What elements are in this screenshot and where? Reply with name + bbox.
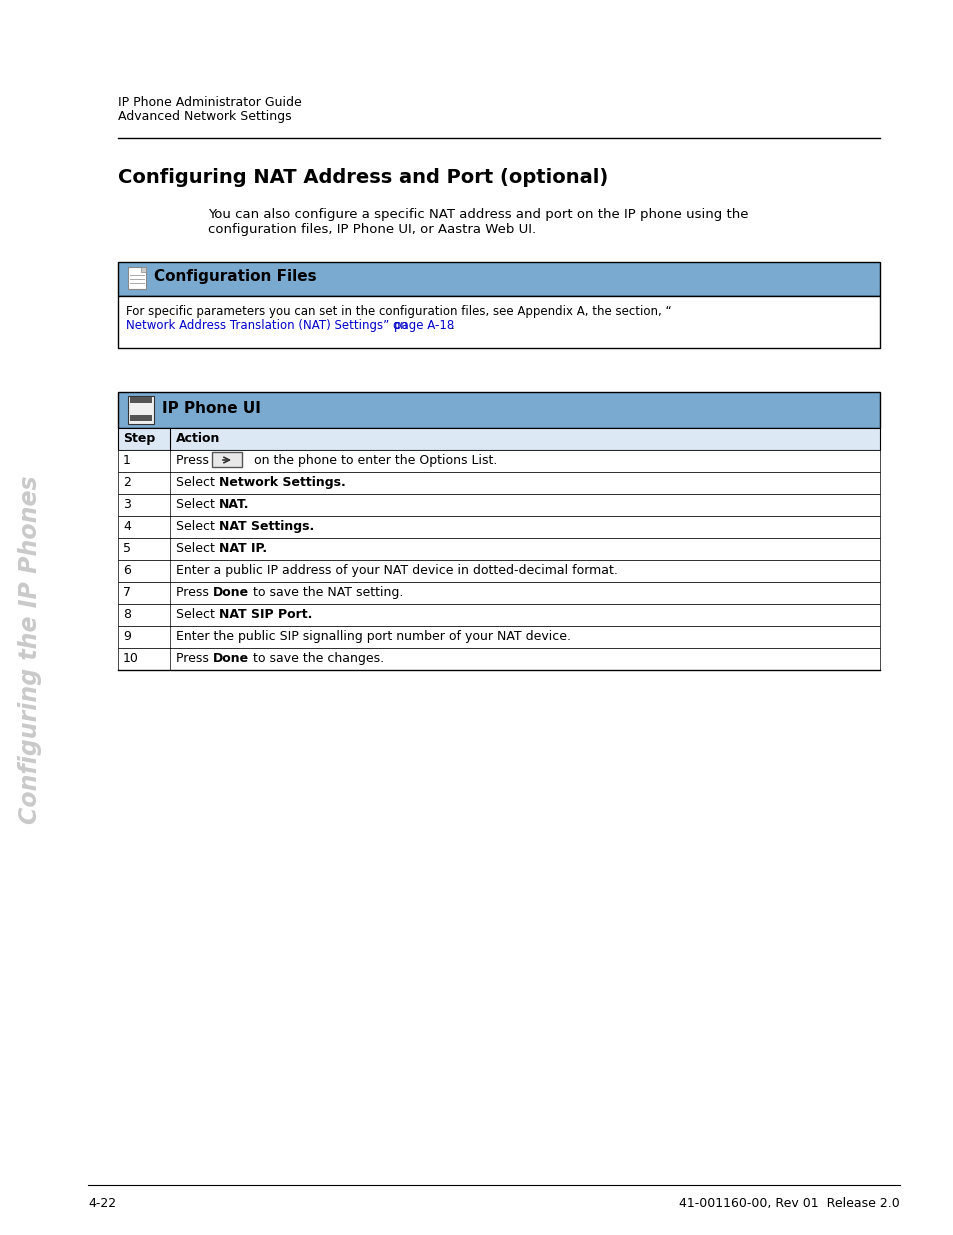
Text: 3: 3 [123,498,131,511]
Bar [212,452,242,467]
Text: 6: 6 [123,564,131,577]
Bar [141,267,146,272]
Text: to save the NAT setting.: to save the NAT setting. [249,585,403,599]
Text: Configuration Files: Configuration Files [153,269,316,284]
Text: Select: Select [175,608,218,621]
Text: Done: Done [213,652,249,664]
Bar [118,516,879,538]
Text: .: . [451,319,455,332]
Bar [118,559,879,582]
Text: NAT IP.: NAT IP. [218,542,267,555]
Bar [118,538,879,559]
Text: Enter a public IP address of your NAT device in dotted-decimal format.: Enter a public IP address of your NAT de… [175,564,618,577]
Bar [118,648,879,671]
Bar [118,450,879,472]
Text: You can also configure a specific NAT address and port on the IP phone using the: You can also configure a specific NAT ad… [208,207,748,221]
Text: Press: Press [175,652,213,664]
Text: Advanced Network Settings: Advanced Network Settings [118,110,292,124]
Bar [118,429,879,450]
Bar [130,415,152,421]
Bar [130,396,152,403]
Text: Network Settings.: Network Settings. [218,475,345,489]
Text: page A-18: page A-18 [394,319,454,332]
Text: Configuring NAT Address and Port (optional): Configuring NAT Address and Port (option… [118,168,608,186]
Bar [118,494,879,516]
Text: 4: 4 [123,520,131,534]
Text: Step: Step [123,432,155,445]
Text: 1: 1 [123,454,131,467]
Text: For specific parameters you can set in the configuration files, see Appendix A, : For specific parameters you can set in t… [126,305,671,317]
Text: Press: Press [175,454,216,467]
Text: on the phone to enter the Options List.: on the phone to enter the Options List. [246,454,497,467]
Bar [128,396,153,424]
Text: 5: 5 [123,542,131,555]
Text: Configuring the IP Phones: Configuring the IP Phones [18,475,42,824]
Text: NAT.: NAT. [218,498,249,511]
Bar [118,582,879,604]
Text: 2: 2 [123,475,131,489]
Text: 41-001160-00, Rev 01  Release 2.0: 41-001160-00, Rev 01 Release 2.0 [679,1197,899,1210]
Text: configuration files, IP Phone UI, or Aastra Web UI.: configuration files, IP Phone UI, or Aas… [208,224,536,236]
Text: Action: Action [175,432,220,445]
Text: Network Address Translation (NAT) Settings” on: Network Address Translation (NAT) Settin… [126,319,411,332]
Text: 10: 10 [123,652,139,664]
Text: 7: 7 [123,585,131,599]
Text: Done: Done [213,585,249,599]
Text: Select: Select [175,498,218,511]
Text: Select: Select [175,542,218,555]
Text: Enter the public SIP signalling port number of your NAT device.: Enter the public SIP signalling port num… [175,630,571,643]
Text: Select: Select [175,475,218,489]
Bar [118,604,879,626]
Bar [118,626,879,648]
Bar [118,391,879,429]
Text: 8: 8 [123,608,131,621]
Text: 9: 9 [123,630,131,643]
Text: Press: Press [175,585,213,599]
Text: NAT Settings.: NAT Settings. [218,520,314,534]
Bar [118,472,879,494]
Bar [118,296,879,348]
Text: Select: Select [175,520,218,534]
Text: IP Phone UI: IP Phone UI [162,401,260,416]
Bar [118,262,879,296]
Bar [128,267,146,289]
Text: to save the changes.: to save the changes. [249,652,384,664]
Text: 4-22: 4-22 [88,1197,116,1210]
Text: NAT SIP Port.: NAT SIP Port. [218,608,312,621]
Text: IP Phone Administrator Guide: IP Phone Administrator Guide [118,96,301,109]
